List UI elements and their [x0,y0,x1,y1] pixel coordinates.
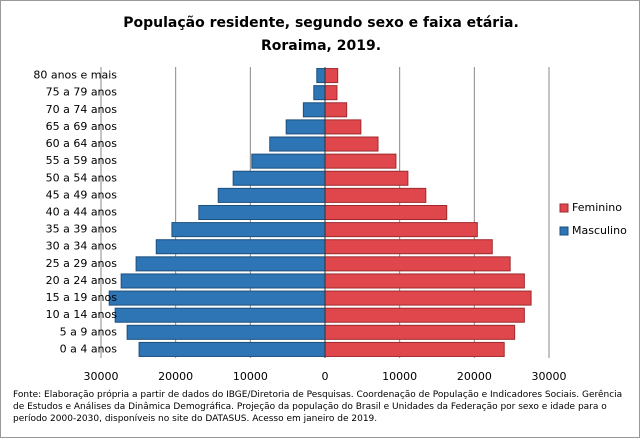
y-tick-label: 40 a 44 anos [46,206,118,219]
x-tick-label: 30000 [532,370,567,383]
bar [135,256,326,272]
bar [324,239,493,255]
bar [324,170,409,186]
bar [324,256,511,272]
chart-subtitle: Roraima, 2019. [261,38,381,54]
legend-label: Feminino [572,201,622,214]
bar [108,290,326,306]
bar [324,290,532,306]
y-tick-label: 15 a 19 anos [46,291,118,304]
bar [232,170,326,186]
bar [324,187,427,203]
y-tick-label: 70 a 74 anos [46,103,118,116]
y-tick-label: 25 a 29 anos [46,257,118,270]
y-tick-label: 80 anos e mais [33,69,117,82]
y-tick-label: 75 a 79 anos [46,86,118,99]
y-tick-label: 20 a 24 anos [46,274,118,287]
y-tick-label: 60 a 64 anos [46,137,118,150]
bar [324,273,525,289]
bar [120,273,326,289]
y-tick-label: 45 a 49 anos [46,188,118,201]
bar [324,119,362,135]
bar [324,222,478,238]
bar [251,153,326,169]
bar [324,136,379,152]
bar [155,239,326,255]
x-tick-label: 10000 [382,370,417,383]
y-tick-label: 10 a 14 anos [46,308,118,321]
bar [269,136,326,152]
bar [324,341,505,357]
bar [324,85,338,101]
legend-label: Masculino [572,224,627,237]
bar [313,85,326,101]
chart-title: População residente, segundo sexo e faix… [123,15,519,31]
x-tick-label: 30000 [84,370,119,383]
bar [138,341,326,357]
y-tick-label: 35 a 39 anos [46,223,118,236]
bar [217,187,326,203]
legend-swatch [559,203,569,213]
bar [324,102,348,118]
x-tick-label: 10000 [233,370,268,383]
bar [114,307,326,323]
bar [324,153,397,169]
x-tick-label: 20000 [158,370,193,383]
bar [324,204,448,221]
bar [171,222,326,238]
bar [324,307,525,323]
bar [324,324,516,340]
bar [324,68,339,84]
bar [302,102,326,118]
legend-swatch [559,226,569,236]
x-tick-label: 0 [322,370,329,383]
bar [285,119,326,135]
bar [316,68,326,84]
y-tick-label: 65 a 69 anos [46,120,118,133]
y-tick-label: 55 a 59 anos [46,154,118,167]
bar [126,324,326,340]
x-tick-label: 20000 [457,370,492,383]
bar [198,204,326,221]
y-tick-label: 5 a 9 anos [60,325,118,338]
source-note: Fonte: Elaboração própria a partir de da… [13,390,623,424]
y-tick-label: 0 a 4 anos [60,342,118,355]
y-tick-label: 50 a 54 anos [46,171,118,184]
y-tick-label: 30 a 34 anos [46,240,118,253]
